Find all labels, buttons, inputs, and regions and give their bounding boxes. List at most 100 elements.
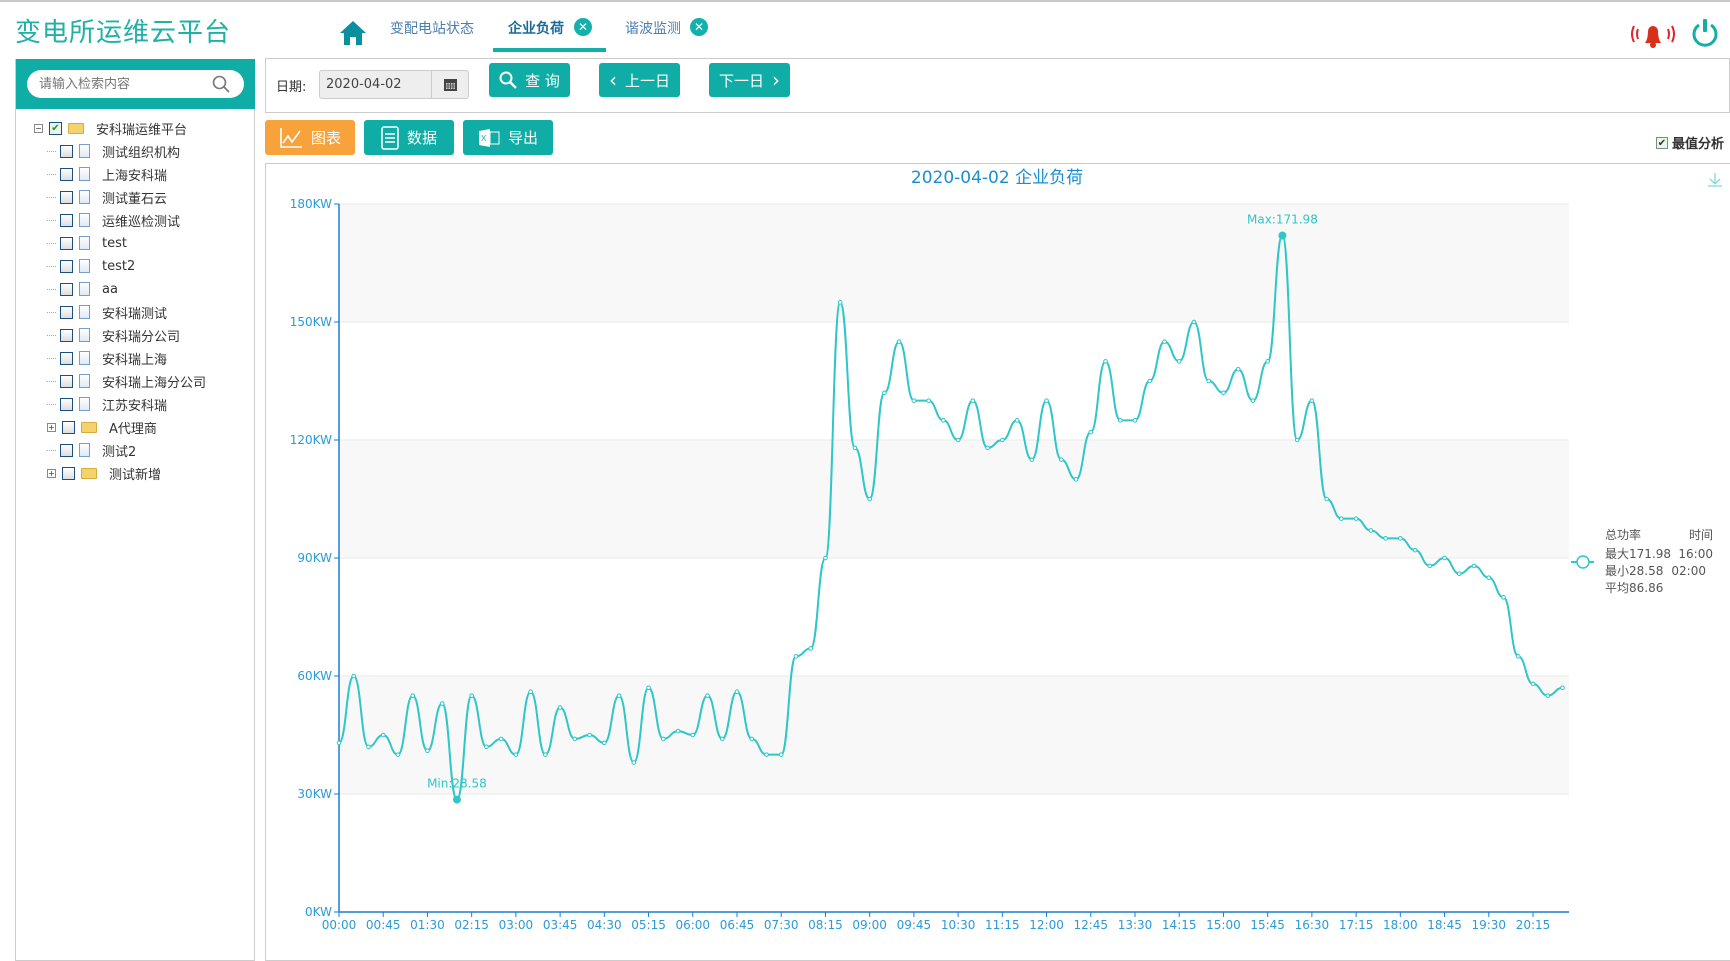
tree-item[interactable]: test2 bbox=[47, 255, 135, 277]
data-point bbox=[557, 705, 563, 710]
tree-item[interactable]: 测试董石云 bbox=[47, 186, 167, 208]
checkbox[interactable] bbox=[62, 420, 75, 434]
tree-item[interactable]: 运维巡检测试 bbox=[47, 209, 181, 231]
home-icon[interactable] bbox=[339, 19, 367, 47]
tree-item[interactable]: 安科瑞分公司 bbox=[47, 324, 180, 346]
data-point bbox=[837, 300, 843, 305]
data-point bbox=[1014, 418, 1020, 423]
collapse-icon[interactable]: − bbox=[34, 123, 43, 133]
data-point bbox=[1294, 437, 1300, 443]
file-icon bbox=[79, 259, 90, 273]
x-tick-label: 10:30 bbox=[941, 918, 976, 932]
close-icon[interactable]: ✕ bbox=[690, 18, 708, 36]
expand-icon[interactable]: + bbox=[47, 468, 56, 478]
checkbox[interactable] bbox=[60, 328, 73, 342]
checkbox[interactable] bbox=[60, 144, 73, 158]
checkbox[interactable] bbox=[60, 397, 73, 411]
active-tab-indicator bbox=[493, 48, 606, 52]
checkbox[interactable] bbox=[60, 282, 73, 296]
search-input[interactable] bbox=[27, 70, 244, 98]
data-point bbox=[572, 736, 578, 742]
tree-item[interactable]: 测试组织机构 bbox=[47, 140, 180, 162]
y-tick-label: 30KW bbox=[297, 787, 332, 801]
x-tick-label: 16:30 bbox=[1295, 918, 1330, 932]
grid-band bbox=[339, 440, 1569, 558]
x-tick-label: 07:30 bbox=[764, 918, 799, 932]
tree-item[interactable]: 上海安科瑞 bbox=[47, 163, 167, 185]
next-day-label: 下一日 bbox=[718, 71, 764, 90]
alarm-bell-icon[interactable] bbox=[1628, 18, 1678, 50]
checkbox[interactable] bbox=[60, 259, 73, 273]
data-point bbox=[734, 689, 740, 695]
data-point bbox=[425, 748, 430, 754]
file-icon bbox=[79, 443, 90, 457]
legend-text: 最大171.98 bbox=[1605, 547, 1671, 561]
chart-title: 2020-04-02 企业负荷 bbox=[911, 168, 1083, 188]
checkbox[interactable]: ✔ bbox=[1656, 136, 1668, 149]
tab-harmonic-monitor[interactable]: 谐波监测 bbox=[625, 21, 681, 37]
checkbox[interactable] bbox=[60, 213, 73, 227]
checkbox[interactable] bbox=[60, 167, 73, 181]
checkbox[interactable] bbox=[60, 190, 73, 204]
tree-label: A代理商 bbox=[109, 421, 157, 437]
checkbox[interactable] bbox=[60, 374, 73, 388]
tree-connector bbox=[47, 173, 56, 175]
tab-enterprise-load[interactable]: 企业负荷 bbox=[508, 21, 564, 37]
tree-item[interactable]: 安科瑞测试 bbox=[47, 301, 168, 323]
checkbox[interactable] bbox=[60, 236, 73, 250]
tree-item[interactable]: 江苏安科瑞 bbox=[47, 393, 167, 415]
download-icon[interactable] bbox=[1707, 172, 1723, 188]
tree-item[interactable]: + 测试新增 bbox=[47, 462, 162, 484]
tree-label: 运维巡检测试 bbox=[102, 214, 181, 230]
search-icon[interactable] bbox=[212, 75, 230, 93]
data-point bbox=[1088, 429, 1094, 435]
query-button[interactable]: 查 询 bbox=[489, 63, 570, 97]
x-tick-label: 05:15 bbox=[631, 918, 666, 932]
calendar-button[interactable] bbox=[432, 70, 469, 99]
tab-substation-status[interactable]: 变配电站状态 bbox=[390, 21, 474, 37]
min-label: Min:28.58 bbox=[427, 777, 487, 791]
data-point bbox=[941, 418, 946, 423]
x-tick-label: 04:30 bbox=[587, 918, 622, 932]
legend-marker bbox=[1576, 555, 1590, 569]
query-toolbar: 日期: 查 询 ‹ 上一日 下一日 › bbox=[265, 58, 1730, 113]
tree-item[interactable]: 测试2 bbox=[47, 439, 136, 461]
data-point bbox=[985, 445, 990, 451]
y-tick-label: 60KW bbox=[297, 669, 332, 683]
y-tick-label: 180KW bbox=[290, 197, 332, 211]
tree-item[interactable]: test bbox=[47, 232, 127, 254]
tree-item[interactable]: 安科瑞上海分公司 bbox=[47, 370, 206, 392]
extreme-analysis-toggle[interactable]: ✔ 最值分析 bbox=[1656, 133, 1724, 152]
tree-label: 安科瑞测试 bbox=[102, 306, 168, 322]
close-icon[interactable]: ✕ bbox=[574, 18, 592, 36]
data-point bbox=[1368, 528, 1374, 533]
checkbox[interactable]: ✔ bbox=[49, 121, 62, 135]
export-button[interactable]: X 导出 bbox=[463, 120, 553, 155]
power-icon[interactable] bbox=[1690, 18, 1720, 48]
tree-item[interactable]: + A代理商 bbox=[47, 416, 157, 438]
tree-root[interactable]: − ✔ 安科瑞运维平台 bbox=[34, 117, 187, 139]
date-field[interactable] bbox=[319, 70, 432, 99]
data-point bbox=[1412, 547, 1418, 553]
checkbox[interactable] bbox=[60, 443, 73, 457]
tree-item[interactable]: aa bbox=[47, 278, 118, 300]
chart-view-button[interactable]: 图表 bbox=[265, 120, 355, 155]
checkbox[interactable] bbox=[60, 351, 73, 365]
data-point bbox=[1117, 418, 1123, 423]
grid-band bbox=[339, 322, 1569, 440]
data-point bbox=[1309, 398, 1315, 403]
x-tick-label: 19:30 bbox=[1471, 918, 1506, 932]
data-view-button[interactable]: 数据 bbox=[364, 120, 454, 155]
data-point bbox=[1044, 398, 1049, 403]
next-day-button[interactable]: 下一日 › bbox=[709, 63, 790, 97]
y-tick-label: 150KW bbox=[290, 315, 332, 329]
data-point bbox=[1132, 418, 1138, 423]
prev-day-button[interactable]: ‹ 上一日 bbox=[599, 63, 680, 97]
tree-item[interactable]: 安科瑞上海 bbox=[47, 347, 167, 369]
checkbox[interactable] bbox=[62, 466, 75, 480]
checkbox[interactable] bbox=[60, 305, 73, 319]
tree-label: 测试新增 bbox=[109, 467, 162, 483]
expand-icon[interactable]: + bbox=[47, 422, 56, 432]
